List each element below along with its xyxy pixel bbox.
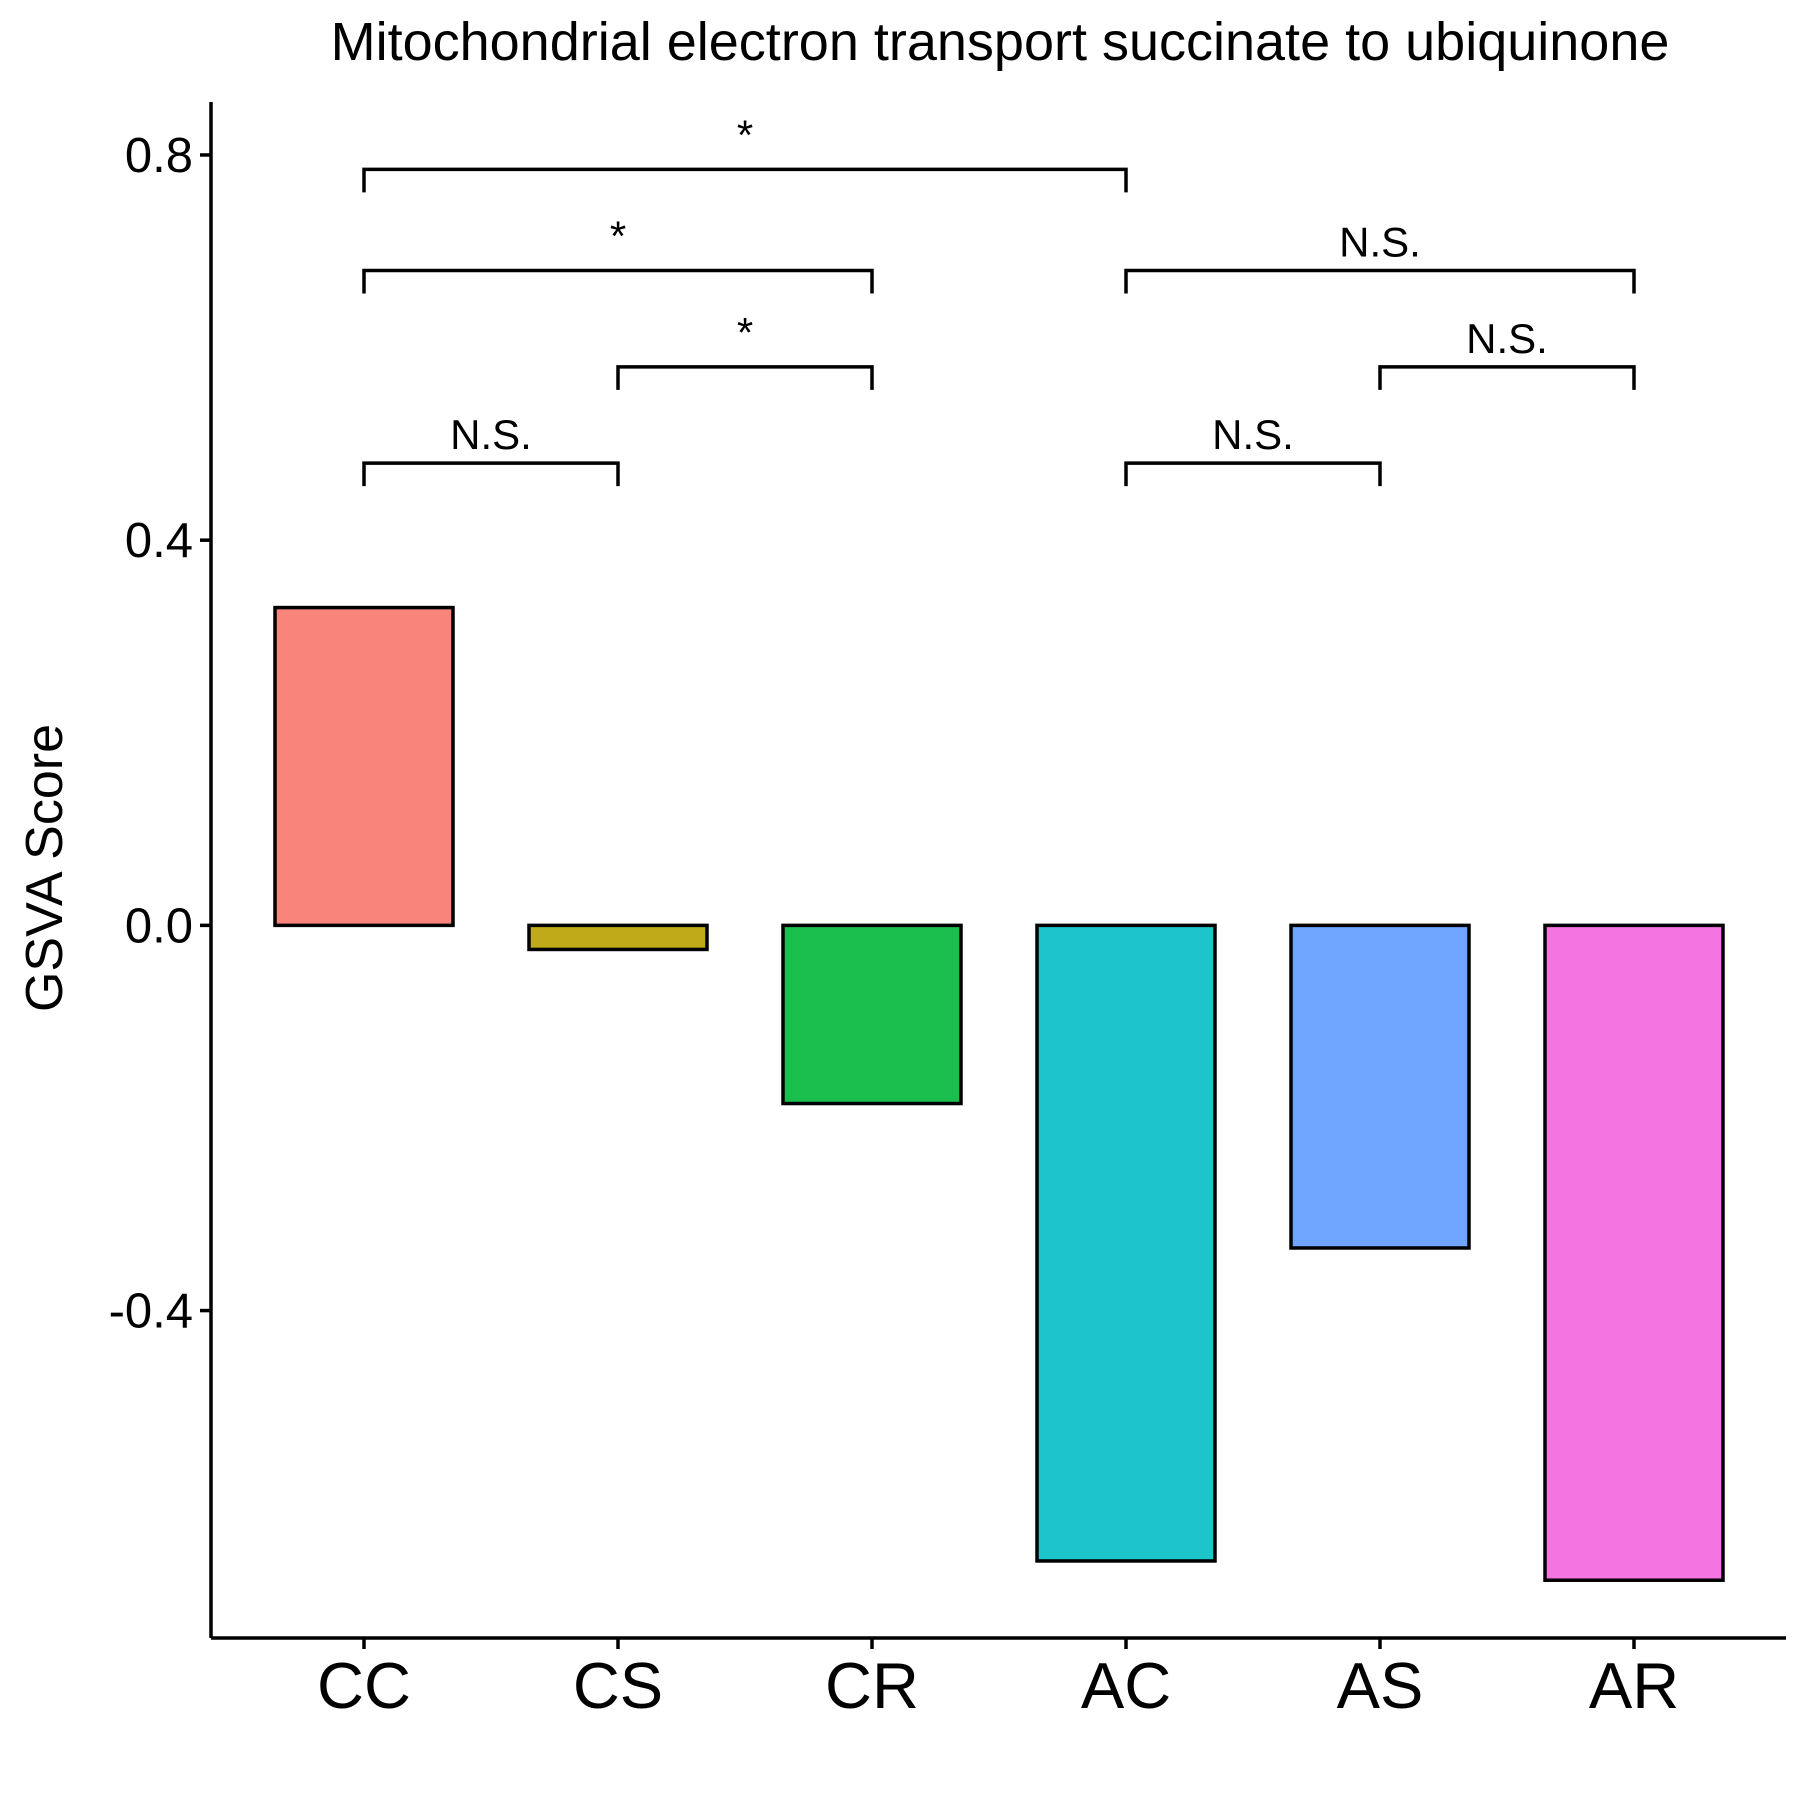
significance-brackets: N.S. * * * N.S. N.S. N.S.	[362, 111, 1636, 487]
significance-label: N.S.	[450, 411, 532, 458]
significance-label: *	[610, 213, 626, 260]
y-tick-label: 0.0	[125, 899, 193, 953]
axes	[209, 102, 1786, 1640]
bar-ar	[1543, 923, 1725, 1582]
significance-bracket	[616, 365, 874, 390]
x-tick-label: CC	[317, 1649, 411, 1722]
significance-label: *	[737, 111, 753, 158]
y-axis-label: GSVA Score	[16, 724, 74, 1012]
bar-cr	[781, 923, 963, 1106]
bar-cs	[527, 923, 709, 952]
x-tick-label: CS	[573, 1649, 663, 1722]
x-tick-label: AC	[1081, 1649, 1171, 1722]
bar-cc	[273, 605, 455, 928]
chart-title: Mitochondrial electron transport succina…	[331, 12, 1670, 72]
y-tick-label: -0.4	[109, 1285, 193, 1339]
x-tick-label: CR	[825, 1649, 919, 1722]
significance-bracket	[1124, 461, 1382, 487]
significance-label: N.S.	[1466, 315, 1548, 362]
bar-as	[1289, 923, 1471, 1250]
bar-ac	[1035, 923, 1217, 1563]
y-ticks: -0.4 0.0 0.4 0.8	[109, 129, 211, 1339]
significance-label: N.S.	[1339, 219, 1421, 266]
bars-layer	[273, 605, 1725, 1582]
significance-label: N.S.	[1212, 411, 1294, 458]
y-tick-label: 0.4	[125, 514, 193, 568]
y-tick-label: 0.8	[125, 129, 193, 183]
significance-bracket	[362, 167, 1128, 193]
x-ticks: CC CS CR AC AS AR	[317, 1638, 1679, 1722]
significance-label: *	[737, 309, 753, 356]
x-tick-label: AR	[1589, 1649, 1679, 1722]
x-tick-label: AS	[1337, 1649, 1424, 1722]
significance-bracket	[1124, 268, 1636, 294]
significance-bracket	[362, 461, 620, 487]
significance-bracket	[1378, 365, 1636, 390]
significance-bracket	[362, 268, 874, 294]
